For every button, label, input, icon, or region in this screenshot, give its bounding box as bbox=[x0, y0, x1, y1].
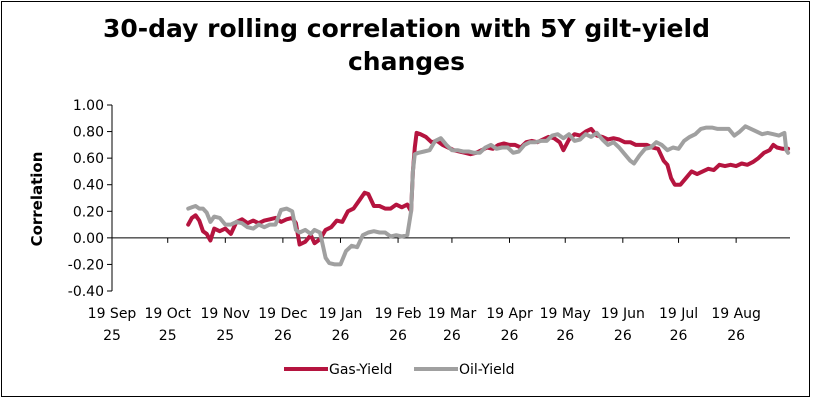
x-tick-label: 19 Sep 25 bbox=[88, 306, 137, 344]
x-tick-label: 19 Feb 26 bbox=[375, 306, 422, 344]
x-tick-label: 19 Dec 26 bbox=[258, 306, 307, 344]
x-tick-label: 19 Nov 25 bbox=[201, 306, 251, 344]
x-tick-label: 19 Jul 26 bbox=[659, 306, 698, 344]
x-tick-label: 19 Mar 26 bbox=[428, 306, 477, 344]
y-tick-label: 0.00 bbox=[73, 231, 104, 247]
legend: Gas-Yield Oil-Yield bbox=[284, 362, 515, 378]
y-axis: -0.40 -0.20 0.00 0.20 0.40 0.60 0.80 1.00 bbox=[68, 98, 113, 300]
y-axis-label: Correlation bbox=[28, 152, 46, 247]
chart-title: 30-day rolling correlation with 5Y gilt-… bbox=[0, 12, 813, 78]
series-line-oil-yield bbox=[186, 124, 791, 267]
chart-title-line-2: changes bbox=[347, 47, 466, 76]
y-tick-label: 0.20 bbox=[73, 204, 104, 220]
y-tick-label: -0.20 bbox=[68, 257, 104, 273]
y-tick-label: 1.00 bbox=[73, 98, 104, 114]
y-tick-label: 0.40 bbox=[73, 178, 104, 194]
x-tick-label: 19 Apr 26 bbox=[486, 306, 533, 344]
x-tick-label: 19 Aug 26 bbox=[711, 306, 761, 344]
chart-title-line-1: 30-day rolling correlation with 5Y gilt-… bbox=[103, 14, 710, 43]
x-tick-label: 19 Jan 26 bbox=[319, 306, 363, 344]
x-tick-label: 19 May 26 bbox=[540, 306, 591, 344]
y-tick-label: 0.60 bbox=[73, 151, 104, 167]
x-tick-label: 19 Oct 25 bbox=[144, 306, 191, 344]
legend-label-gas-yield: Gas-Yield bbox=[329, 362, 392, 378]
y-tick-label: -0.40 bbox=[68, 284, 104, 300]
x-tick-label: 19 Jun 26 bbox=[601, 306, 645, 344]
y-tick-label: 0.80 bbox=[73, 125, 104, 141]
series-lines bbox=[186, 124, 791, 267]
legend-label-oil-yield: Oil-Yield bbox=[459, 362, 515, 378]
